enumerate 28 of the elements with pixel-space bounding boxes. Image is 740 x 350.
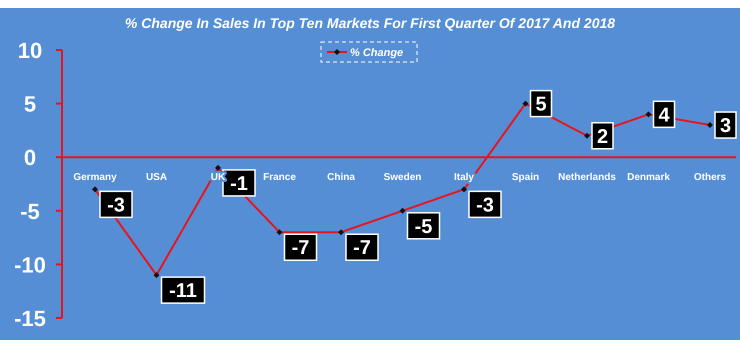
data-label: -7 [353, 237, 371, 260]
chart-title: % Change In Sales In Top Ten Markets For First Quarter Of 2017 And 2018 [124, 15, 616, 31]
data-label: 5 [535, 94, 547, 116]
y-tick-label: 5 [24, 92, 36, 117]
x-tick-label: Germany [73, 172, 118, 184]
x-tick-label: Spain [512, 172, 540, 184]
x-tick-label: France [263, 172, 296, 184]
data-label: -3 [476, 194, 494, 216]
data-label: -7 [292, 237, 310, 260]
data-label: -3 [107, 194, 125, 216]
y-tick-label: -10 [14, 252, 46, 278]
x-tick-label: Netherlands [558, 172, 616, 184]
y-tick-label: -15 [14, 306, 46, 331]
y-tick-label: 10 [18, 38, 42, 63]
data-label: 3 [720, 115, 732, 138]
data-label: -5 [414, 216, 432, 238]
y-tick-label: 0 [24, 145, 36, 170]
data-label: 2 [596, 126, 608, 148]
x-tick-label: China [327, 172, 356, 184]
data-label: -11 [169, 280, 197, 302]
data-label: 4 [658, 104, 670, 126]
x-tick-label: Sweden [384, 172, 422, 184]
x-tick-label: Denmark [627, 172, 670, 184]
y-tick-label: -5 [20, 198, 40, 224]
legend-label: % Change [350, 47, 404, 59]
data-label: -1 [230, 172, 248, 195]
x-tick-label: USA [146, 172, 168, 184]
x-tick-label: Others [694, 172, 727, 184]
